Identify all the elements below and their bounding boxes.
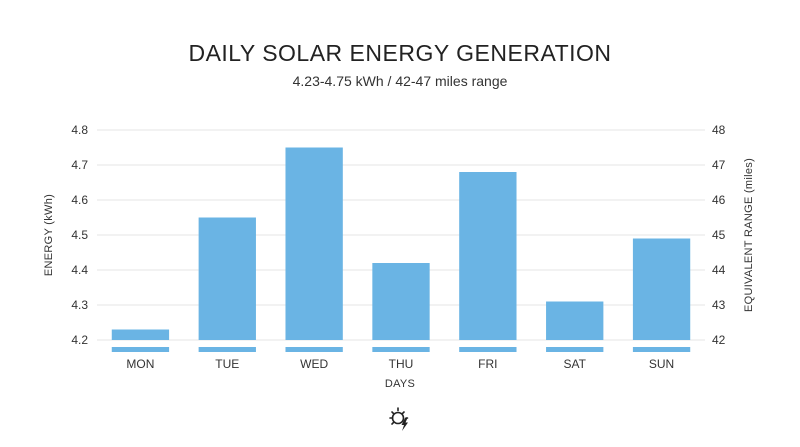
bar-sun [632, 238, 691, 340]
y2-tick-label: 42 [712, 333, 726, 347]
y2-tick-label: 44 [712, 263, 726, 277]
chart-subtitle: 4.23-4.75 kWh / 42-47 miles range [292, 73, 508, 89]
y-tick-label: 4.5 [71, 228, 88, 242]
bar-thu [372, 263, 430, 340]
bar-tue [198, 217, 256, 340]
y-tick-label: 4.7 [71, 158, 88, 172]
bar-base-sat [546, 347, 604, 352]
bar-base-wed [285, 347, 343, 352]
bar-base-fri [459, 347, 517, 352]
bar-wed [285, 147, 343, 340]
bars [111, 147, 691, 352]
bar-base-tue [198, 347, 256, 352]
y-axis-label: ENERGY (kWh) [43, 194, 55, 276]
x-tick-label: WED [300, 357, 328, 371]
x-tick-label: SAT [563, 357, 586, 371]
y-tick-label: 4.8 [71, 123, 88, 137]
bar-base-sun [632, 347, 691, 352]
y-tick-label: 4.2 [71, 333, 88, 347]
bar-base-mon [111, 347, 170, 352]
y2-tick-label: 43 [712, 298, 726, 312]
sun-lightning-icon [389, 407, 409, 431]
chart-title: DAILY SOLAR ENERGY GENERATION [188, 40, 612, 66]
x-axis-label: DAYS [385, 378, 415, 390]
bar-fri [459, 172, 517, 340]
y2-axis-label: EQUIVALENT RANGE (miles) [743, 158, 755, 312]
x-tick-label: FRI [478, 357, 497, 371]
x-tick-label: SUN [649, 357, 674, 371]
x-tick-label: THU [389, 357, 414, 371]
y-tick-label: 4.6 [71, 193, 88, 207]
y-tick-label: 4.3 [71, 298, 88, 312]
y2-tick-label: 48 [712, 123, 726, 137]
bar-base-thu [372, 347, 430, 352]
y2-tick-label: 45 [712, 228, 726, 242]
x-tick-label: TUE [215, 357, 239, 371]
y2-tick-label: 47 [712, 158, 726, 172]
bar-mon [111, 329, 170, 340]
y-tick-label: 4.4 [71, 263, 88, 277]
x-axis-ticks: MON TUE WED THU FRI SAT SUN [126, 357, 674, 371]
y-axis-ticks: 4.2 4.3 4.4 4.5 4.6 4.7 4.8 [71, 123, 88, 347]
bar-sat [546, 301, 604, 340]
x-tick-label: MON [126, 357, 154, 371]
y2-tick-label: 46 [712, 193, 726, 207]
y2-axis-ticks: 42 43 44 45 46 47 48 [712, 123, 726, 347]
